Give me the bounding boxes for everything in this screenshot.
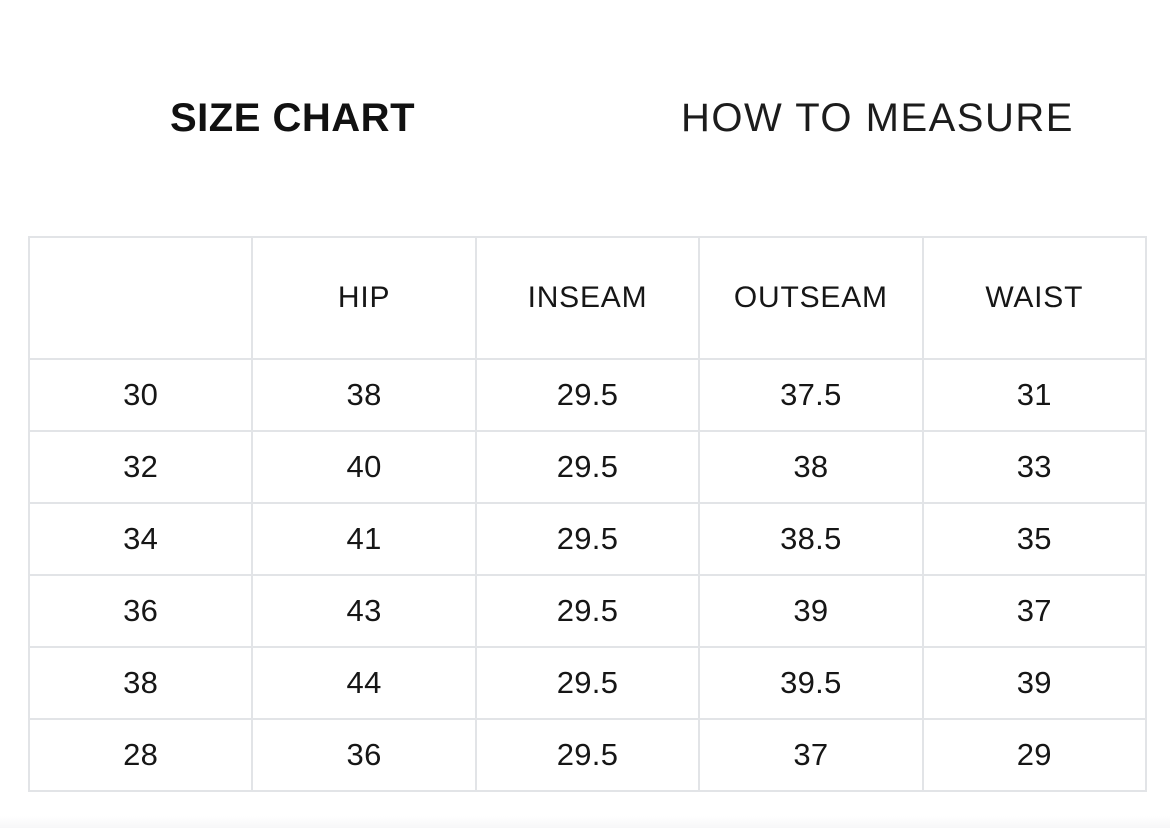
page-bottom-edge [0, 816, 1170, 828]
column-header-waist: WAIST [921, 236, 1148, 360]
cell-size: 38 [27, 646, 254, 720]
cell-waist: 31 [921, 358, 1148, 432]
cell-size: 32 [27, 430, 254, 504]
table-row: 34 41 29.5 38.5 35 [27, 502, 1148, 576]
cell-outseam: 39 [698, 574, 924, 648]
cell-outseam: 39.5 [698, 646, 924, 720]
cell-inseam: 29.5 [474, 502, 701, 576]
cell-hip: 41 [251, 502, 477, 576]
column-header-hip: HIP [251, 236, 477, 360]
cell-hip: 36 [251, 718, 477, 792]
cell-inseam: 29.5 [474, 430, 701, 504]
cell-size: 28 [27, 718, 254, 792]
cell-inseam: 29.5 [474, 574, 701, 648]
cell-outseam: 37.5 [698, 358, 924, 432]
table-row: 28 36 29.5 37 29 [27, 718, 1148, 792]
column-header-size [27, 236, 254, 360]
cell-inseam: 29.5 [474, 358, 701, 432]
cell-hip: 40 [251, 430, 477, 504]
header-row: HIP INSEAM OUTSEAM WAIST [27, 236, 1148, 360]
cell-waist: 39 [921, 646, 1148, 720]
column-header-inseam: INSEAM [474, 236, 701, 360]
cell-waist: 29 [921, 718, 1148, 792]
cell-inseam: 29.5 [474, 646, 701, 720]
cell-outseam: 38.5 [698, 502, 924, 576]
cell-size: 30 [27, 358, 254, 432]
cell-size: 36 [27, 574, 254, 648]
size-chart-tabs: SIZE CHART HOW TO MEASURE [0, 0, 1170, 140]
cell-waist: 35 [921, 502, 1148, 576]
cell-hip: 43 [251, 574, 477, 648]
cell-inseam: 29.5 [474, 718, 701, 792]
cell-hip: 38 [251, 358, 477, 432]
size-table-body: 30 38 29.5 37.5 31 32 40 29.5 38 33 34 4… [27, 358, 1148, 792]
table-row: 38 44 29.5 39.5 39 [27, 646, 1148, 720]
cell-waist: 33 [921, 430, 1148, 504]
size-table-header: HIP INSEAM OUTSEAM WAIST [27, 236, 1148, 360]
cell-outseam: 38 [698, 430, 924, 504]
size-table: HIP INSEAM OUTSEAM WAIST 30 38 29.5 37.5… [27, 236, 1148, 792]
column-header-outseam: OUTSEAM [698, 236, 924, 360]
cell-hip: 44 [251, 646, 477, 720]
tab-size-chart[interactable]: SIZE CHART [170, 96, 415, 140]
cell-waist: 37 [921, 574, 1148, 648]
cell-outseam: 37 [698, 718, 924, 792]
table-row: 32 40 29.5 38 33 [27, 430, 1148, 504]
tab-how-to-measure[interactable]: HOW TO MEASURE [681, 96, 1074, 140]
table-row: 30 38 29.5 37.5 31 [27, 358, 1148, 432]
table-row: 36 43 29.5 39 37 [27, 574, 1148, 648]
cell-size: 34 [27, 502, 254, 576]
